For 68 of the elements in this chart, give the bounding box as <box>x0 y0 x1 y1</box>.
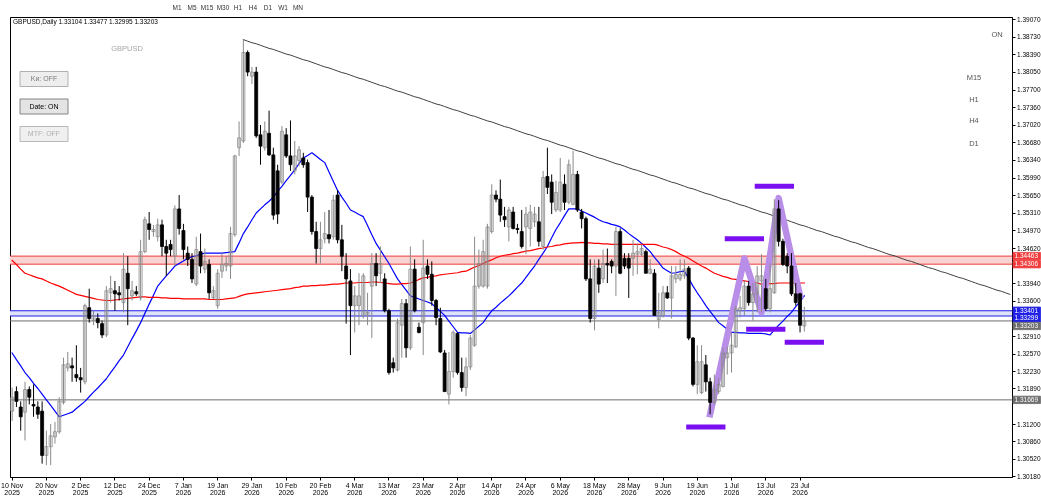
line-series <box>11 152 805 418</box>
candlestick <box>763 278 768 312</box>
candlestick <box>699 344 704 395</box>
candlestick <box>596 258 601 294</box>
candlestick <box>83 303 87 385</box>
candlestick <box>682 258 687 280</box>
candlestick <box>605 248 610 284</box>
candlestick <box>802 306 807 333</box>
candlestick <box>601 249 605 284</box>
candlestick <box>31 383 36 418</box>
candlestick <box>125 255 130 326</box>
candlestick <box>408 245 413 351</box>
candlestick <box>369 252 374 339</box>
candlestick <box>48 423 53 466</box>
candlestick <box>498 179 503 223</box>
candlestick <box>374 252 379 287</box>
candlestick <box>511 206 516 231</box>
candlestick <box>712 374 717 405</box>
candlestick <box>643 249 648 274</box>
candlestick <box>194 236 199 287</box>
candlestick <box>288 119 293 172</box>
candlestick <box>250 66 254 85</box>
candlestick <box>202 248 207 274</box>
candlestick <box>155 218 160 242</box>
candlestick <box>297 145 301 167</box>
candlestick <box>160 219 164 257</box>
candlestick <box>541 170 546 251</box>
candlestick <box>245 49 250 77</box>
candlestick <box>721 347 725 388</box>
candlestick <box>554 180 558 213</box>
candlestick <box>592 258 597 331</box>
candlestick <box>631 239 635 277</box>
candlestick <box>742 280 747 316</box>
candlestick <box>759 253 764 313</box>
candlestick <box>78 367 83 394</box>
line-series <box>242 39 1011 295</box>
candlestick <box>524 206 528 255</box>
candlestick <box>626 252 631 299</box>
candlestick <box>571 150 575 206</box>
candlestick <box>421 239 426 356</box>
candlestick <box>327 209 331 244</box>
candlestick <box>262 120 267 152</box>
candlestick <box>113 280 117 312</box>
candlestick <box>635 242 640 275</box>
candlestick <box>331 194 336 241</box>
candlestick <box>198 233 203 274</box>
candlestick <box>549 173 554 215</box>
candlestick <box>130 280 134 302</box>
candlestick <box>506 206 511 242</box>
candlestick <box>280 125 284 185</box>
line-series <box>11 241 805 302</box>
candlestick <box>695 344 700 395</box>
candlestick <box>746 280 751 307</box>
candlestick <box>678 258 683 282</box>
candlestick <box>378 245 383 284</box>
candlestick <box>190 252 194 284</box>
candlestick <box>292 140 297 175</box>
candlestick <box>661 285 665 318</box>
candlestick <box>121 252 126 313</box>
candlestick <box>562 173 567 211</box>
candlestick <box>614 226 618 297</box>
candlestick <box>23 381 27 441</box>
candlestick <box>357 272 361 326</box>
candlestick <box>104 285 109 338</box>
candlestick <box>519 209 524 250</box>
candlestick <box>669 265 674 320</box>
candlestick <box>558 157 563 213</box>
candlestick <box>27 385 32 405</box>
